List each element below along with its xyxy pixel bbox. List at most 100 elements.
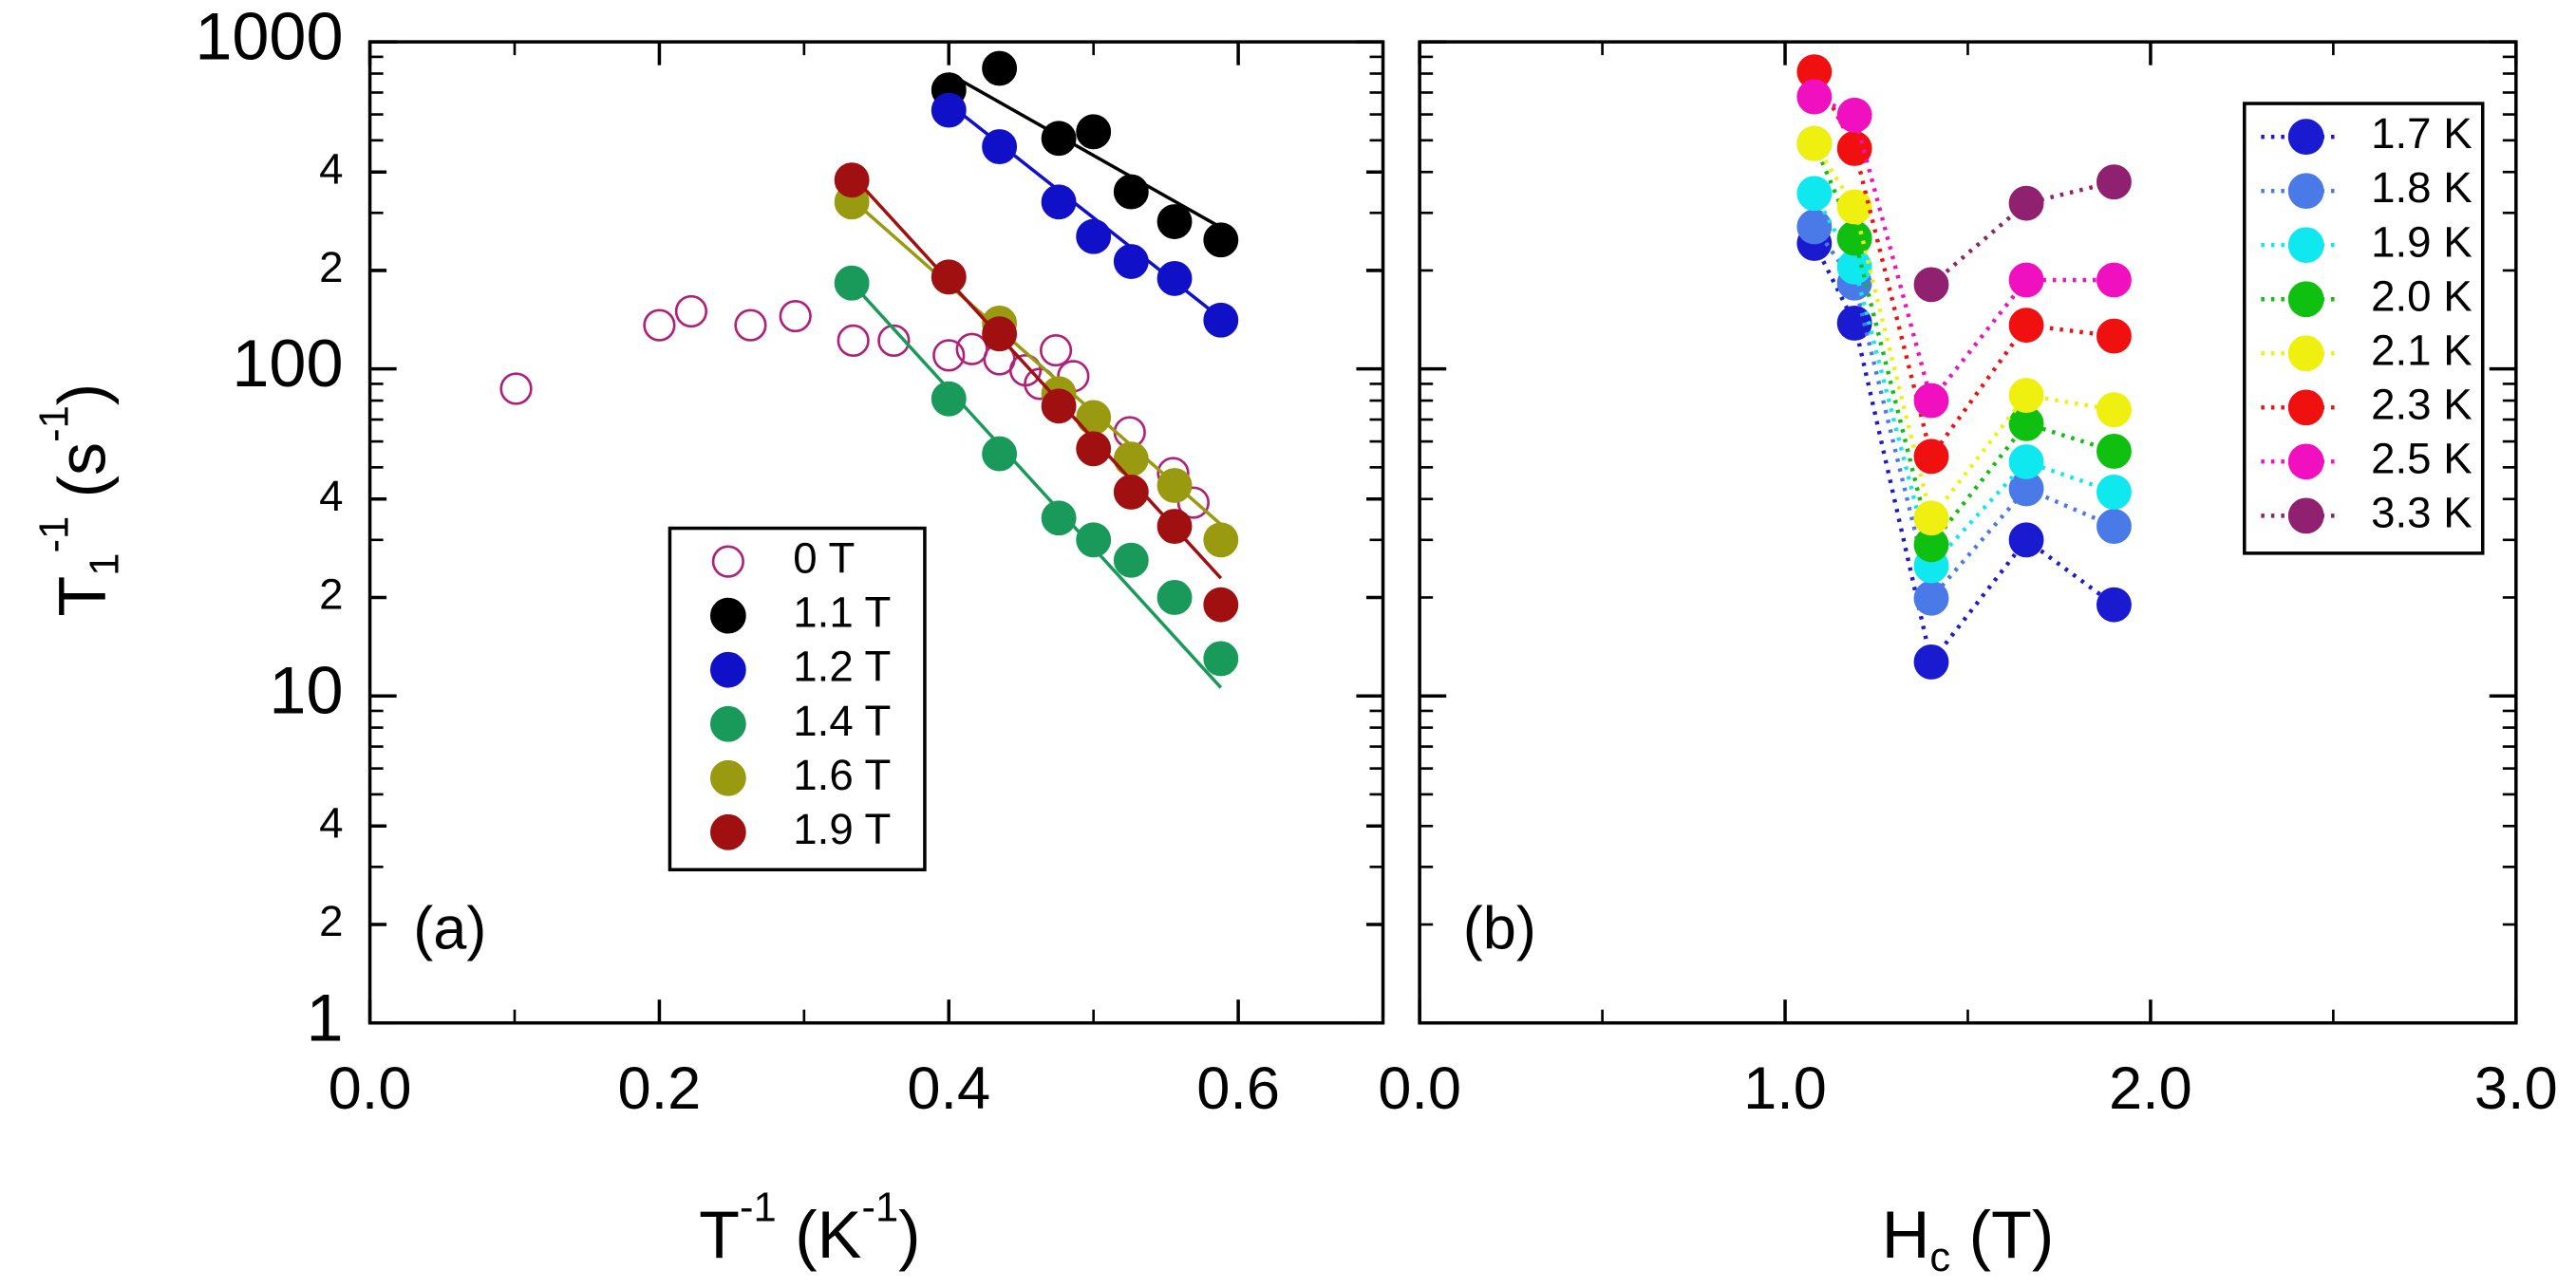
legend-label: 1.2 T: [793, 643, 891, 691]
y-axis-label: T1-1 (s-1): [31, 383, 127, 617]
data-point: [734, 308, 767, 342]
legend-label: 2.5 K: [2371, 434, 2473, 482]
data-point: [931, 381, 967, 417]
legend-label: 1.7 K: [2371, 109, 2473, 158]
legend-marker: [2287, 389, 2324, 426]
data-point: [1203, 222, 1239, 258]
data-point: [1203, 522, 1239, 558]
legend-label: 1.4 T: [793, 697, 891, 745]
y-tick-label: 100: [232, 326, 343, 401]
data-point: [877, 324, 911, 358]
data-point: [1836, 97, 1872, 133]
legend-marker: [2287, 119, 2324, 156]
legend-label: 2.0 K: [2371, 271, 2473, 320]
legend-label: 0 T: [793, 534, 855, 583]
data-point: [1176, 486, 1210, 519]
series-line: [1812, 141, 2115, 523]
label-part: T: [699, 1196, 740, 1271]
data-point: [1041, 121, 1077, 157]
legend-marker: [711, 545, 744, 578]
legend-marker: [2287, 227, 2324, 264]
data-point: [2097, 164, 2132, 200]
y-tick-label: 2: [319, 570, 343, 619]
data-point: [1113, 441, 1149, 477]
legend-marker: [710, 759, 746, 796]
data-point: [2097, 433, 2132, 469]
data-point: [2008, 185, 2044, 221]
label-part: -1: [31, 405, 77, 442]
series-line: [1813, 95, 2115, 405]
data-point: [982, 50, 1018, 86]
data-point: [2008, 308, 2044, 344]
legend-marker: [710, 597, 746, 634]
data-point: [1836, 189, 1872, 225]
data-point: [1796, 79, 1833, 115]
data-point: [931, 92, 967, 128]
data-point: [1076, 218, 1112, 254]
legend-marker: [710, 651, 746, 688]
data-point: [1913, 644, 1949, 680]
data-point: [2008, 378, 2044, 413]
y-tick-label: 1000: [195, 0, 343, 74]
x-tick-label: 0.6: [1196, 1055, 1280, 1122]
data-point: [1113, 244, 1149, 279]
y-tick-label: 4: [319, 144, 343, 193]
plot-frame: [367, 40, 1385, 1025]
legend-marker: [710, 705, 746, 742]
data-point: [1156, 580, 1193, 615]
data-point: [1156, 204, 1193, 239]
label-part: ): [898, 1196, 920, 1271]
label-part: (s: [44, 442, 119, 516]
x-tick-label: 0.0: [1378, 1055, 1461, 1122]
legend-marker: [2287, 281, 2324, 318]
data-point: [2097, 262, 2132, 298]
legend-label: 1.6 T: [793, 751, 891, 799]
legend-label: 1.8 K: [2371, 163, 2473, 212]
legend-label: 1.9 T: [793, 805, 891, 853]
data-point: [1041, 388, 1077, 424]
data-point: [779, 299, 812, 333]
data-point: [982, 129, 1018, 164]
data-point: [1113, 174, 1149, 210]
data-point: [1039, 333, 1073, 367]
data-point: [1796, 125, 1833, 161]
label-part: -1: [740, 1185, 777, 1230]
y-tick-label: 2: [319, 243, 343, 291]
panel-label: (a): [413, 896, 486, 962]
data-point: [837, 324, 870, 358]
x-tick-label: 0.2: [618, 1055, 702, 1122]
label-part: (K: [777, 1196, 862, 1271]
fit-line: [948, 71, 1232, 235]
legend-box: [668, 526, 927, 872]
label-part: (T): [1950, 1196, 2054, 1271]
data-point: [1041, 184, 1077, 220]
data-point: [1076, 114, 1112, 150]
label-part: T: [44, 576, 119, 617]
data-point: [982, 316, 1018, 352]
data-point: [1156, 468, 1193, 503]
label-part: 1: [82, 553, 127, 576]
fit-line: [850, 174, 1223, 580]
data-point: [834, 162, 870, 198]
data-point: [1913, 439, 1949, 475]
data-point: [2097, 475, 2132, 510]
data-point: [1913, 580, 1949, 616]
fit-line: [850, 282, 1223, 689]
data-point: [1203, 302, 1239, 338]
y-tick-label: 10: [269, 653, 343, 728]
x-tick-label: 0.0: [329, 1055, 412, 1122]
x-tick-label: 3.0: [2474, 1055, 2558, 1122]
data-point: [1113, 475, 1149, 510]
label-part: c: [1929, 1234, 1950, 1279]
legend-label: 1.9 K: [2371, 217, 2473, 266]
data-point: [674, 294, 708, 328]
data-point: [1156, 260, 1193, 296]
y-tick-label: 2: [319, 897, 343, 945]
legend-label: 2.1 K: [2371, 326, 2473, 374]
data-point: [1796, 209, 1833, 245]
legend-box: [2243, 102, 2485, 555]
x-tick-label: 1.0: [1743, 1055, 1827, 1122]
data-point: [1913, 383, 1949, 419]
label-part: ): [44, 383, 119, 405]
data-point: [1913, 267, 1949, 303]
